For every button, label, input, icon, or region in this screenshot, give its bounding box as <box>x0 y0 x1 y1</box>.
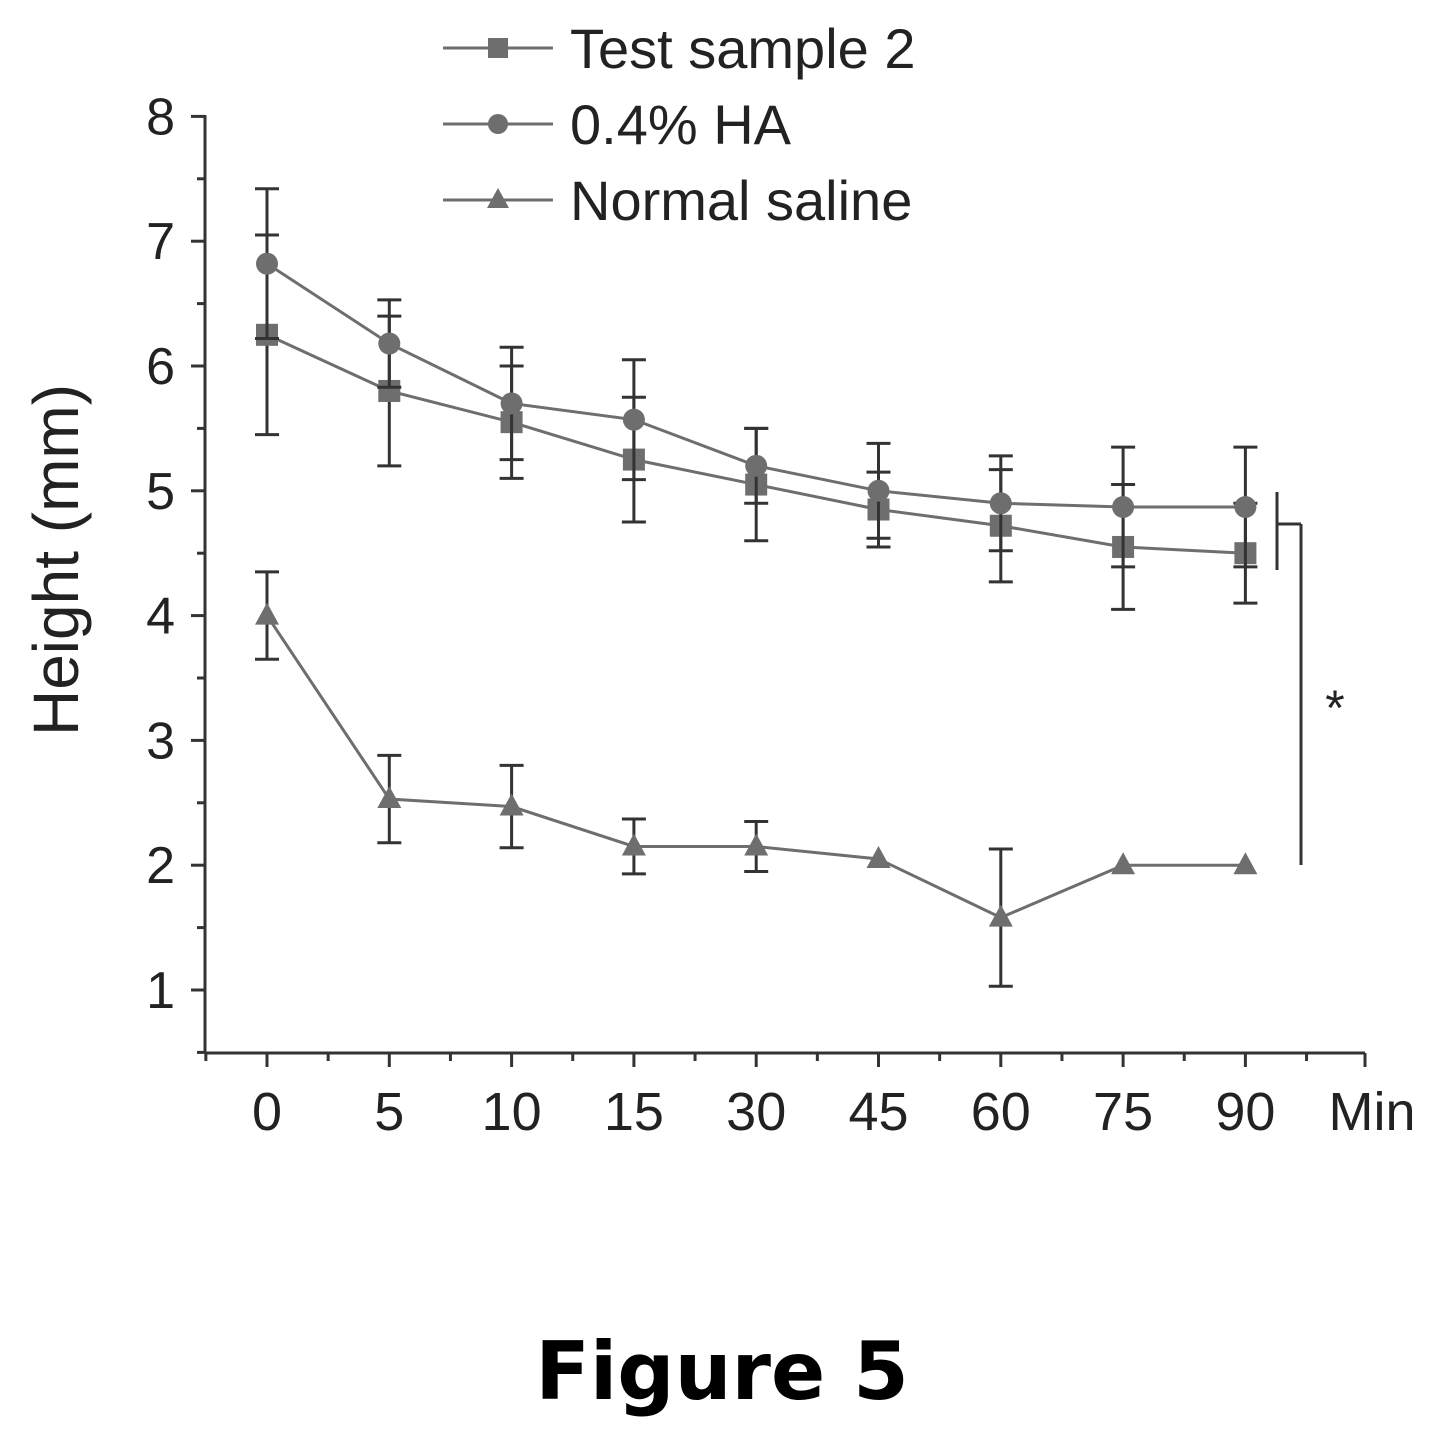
data-point-triangle <box>487 188 509 208</box>
y-tick-label: 2 <box>146 837 175 895</box>
x-tick-label: 10 <box>482 1082 542 1142</box>
data-point-triangle <box>499 793 524 816</box>
data-point-circle <box>378 332 401 355</box>
y-tick-label: 4 <box>146 588 175 646</box>
y-tick-label: 6 <box>146 338 175 396</box>
series-normal-saline <box>255 570 1258 988</box>
series-layer <box>255 187 1258 988</box>
significance-star: * <box>1325 680 1344 736</box>
legend-item: 0.4% HA <box>443 93 792 156</box>
y-tick-label: 3 <box>146 712 175 770</box>
x-tick-label: 0 <box>252 1082 282 1142</box>
x-tick-label: 5 <box>374 1082 404 1142</box>
significance-annotation: * <box>1275 492 1345 865</box>
data-point-triangle <box>1111 852 1136 875</box>
data-point-triangle <box>377 786 402 809</box>
legend: Test sample 2 0.4% HA Normal saline <box>443 17 916 232</box>
data-point-circle <box>488 114 508 134</box>
x-tick-label: 75 <box>1093 1082 1153 1142</box>
y-tick-label: 1 <box>146 962 175 1020</box>
x-tick-label: 60 <box>971 1082 1031 1142</box>
x-tick-label: 30 <box>726 1082 786 1142</box>
legend-label: Test sample 2 <box>570 17 916 80</box>
legend-label: 0.4% HA <box>570 93 792 156</box>
data-point-circle <box>745 454 768 477</box>
data-point-triangle <box>988 904 1013 927</box>
legend-item: Test sample 2 <box>443 17 916 80</box>
figure-label: Figure 5 <box>535 1325 909 1418</box>
series-test-sample-2 <box>255 233 1258 611</box>
data-point-circle <box>1112 496 1135 519</box>
data-point-square <box>378 379 401 402</box>
legend-label: Normal saline <box>570 169 912 232</box>
x-axis-label: Min <box>1328 1082 1415 1142</box>
data-point-square <box>488 38 508 58</box>
data-point-triangle <box>866 845 891 868</box>
data-point-circle <box>867 479 890 502</box>
data-point-triangle <box>744 833 769 856</box>
data-point-circle <box>622 408 645 431</box>
data-point-circle <box>500 392 523 415</box>
y-tick-label: 5 <box>146 463 175 521</box>
y-axis-label: Height (mm) <box>20 384 92 736</box>
x-tick-label: 45 <box>848 1082 908 1142</box>
x-tick-label: 90 <box>1215 1082 1275 1142</box>
data-point-triangle <box>1233 852 1258 875</box>
x-tick-label: 15 <box>604 1082 664 1142</box>
series-0-4-ha <box>255 187 1258 569</box>
data-point-triangle <box>621 833 646 856</box>
data-point-triangle <box>255 602 279 625</box>
data-point-circle <box>989 492 1012 515</box>
legend-item: Normal saline <box>443 169 912 232</box>
y-tick-label: 8 <box>146 88 175 146</box>
data-point-circle <box>1234 496 1257 519</box>
data-point-circle <box>256 252 278 275</box>
y-tick-label: 7 <box>146 213 175 271</box>
